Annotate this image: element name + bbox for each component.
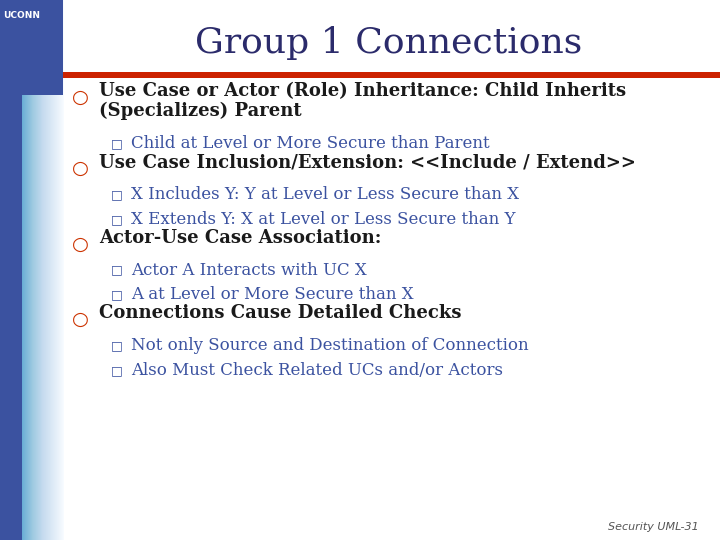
Text: X Extends Y: X at Level or Less Secure than Y: X Extends Y: X at Level or Less Secure t… (131, 211, 516, 228)
Text: Use Case Inclusion/Extension: <<Include / Extend>>: Use Case Inclusion/Extension: <<Include … (99, 153, 636, 171)
Text: Group 1 Connections: Group 1 Connections (195, 26, 582, 60)
Text: Connections Cause Detailed Checks: Connections Cause Detailed Checks (99, 304, 462, 322)
Text: Actor-Use Case Association:: Actor-Use Case Association: (99, 228, 382, 247)
Text: X Includes Y: Y at Level or Less Secure than X: X Includes Y: Y at Level or Less Secure … (131, 186, 519, 203)
Text: A at Level or More Secure than X: A at Level or More Secure than X (131, 286, 414, 303)
Text: Child at Level or More Secure than Parent: Child at Level or More Secure than Paren… (131, 135, 490, 152)
Text: Also Must Check Related UCs and/or Actors: Also Must Check Related UCs and/or Actor… (131, 362, 503, 379)
FancyBboxPatch shape (0, 0, 63, 94)
Text: □: □ (111, 137, 122, 150)
Text: UCONN: UCONN (4, 11, 40, 19)
Text: ○: ○ (72, 234, 89, 254)
Text: Security UML-31: Security UML-31 (608, 522, 698, 531)
Text: (Specializes) Parent: (Specializes) Parent (99, 102, 302, 120)
FancyBboxPatch shape (63, 72, 720, 78)
Text: □: □ (111, 339, 122, 352)
FancyBboxPatch shape (0, 0, 22, 540)
Text: ○: ○ (72, 159, 89, 178)
Text: □: □ (111, 364, 122, 377)
Text: Use Case or Actor (Role) Inheritance: Child Inherits: Use Case or Actor (Role) Inheritance: Ch… (99, 82, 626, 100)
Text: □: □ (111, 188, 122, 201)
Text: ○: ○ (72, 87, 89, 107)
Text: □: □ (111, 264, 122, 276)
Text: □: □ (111, 288, 122, 301)
Text: Actor A Interacts with UC X: Actor A Interacts with UC X (131, 261, 366, 279)
Text: Not only Source and Destination of Connection: Not only Source and Destination of Conne… (131, 337, 528, 354)
Text: □: □ (111, 213, 122, 226)
Text: ○: ○ (72, 310, 89, 329)
